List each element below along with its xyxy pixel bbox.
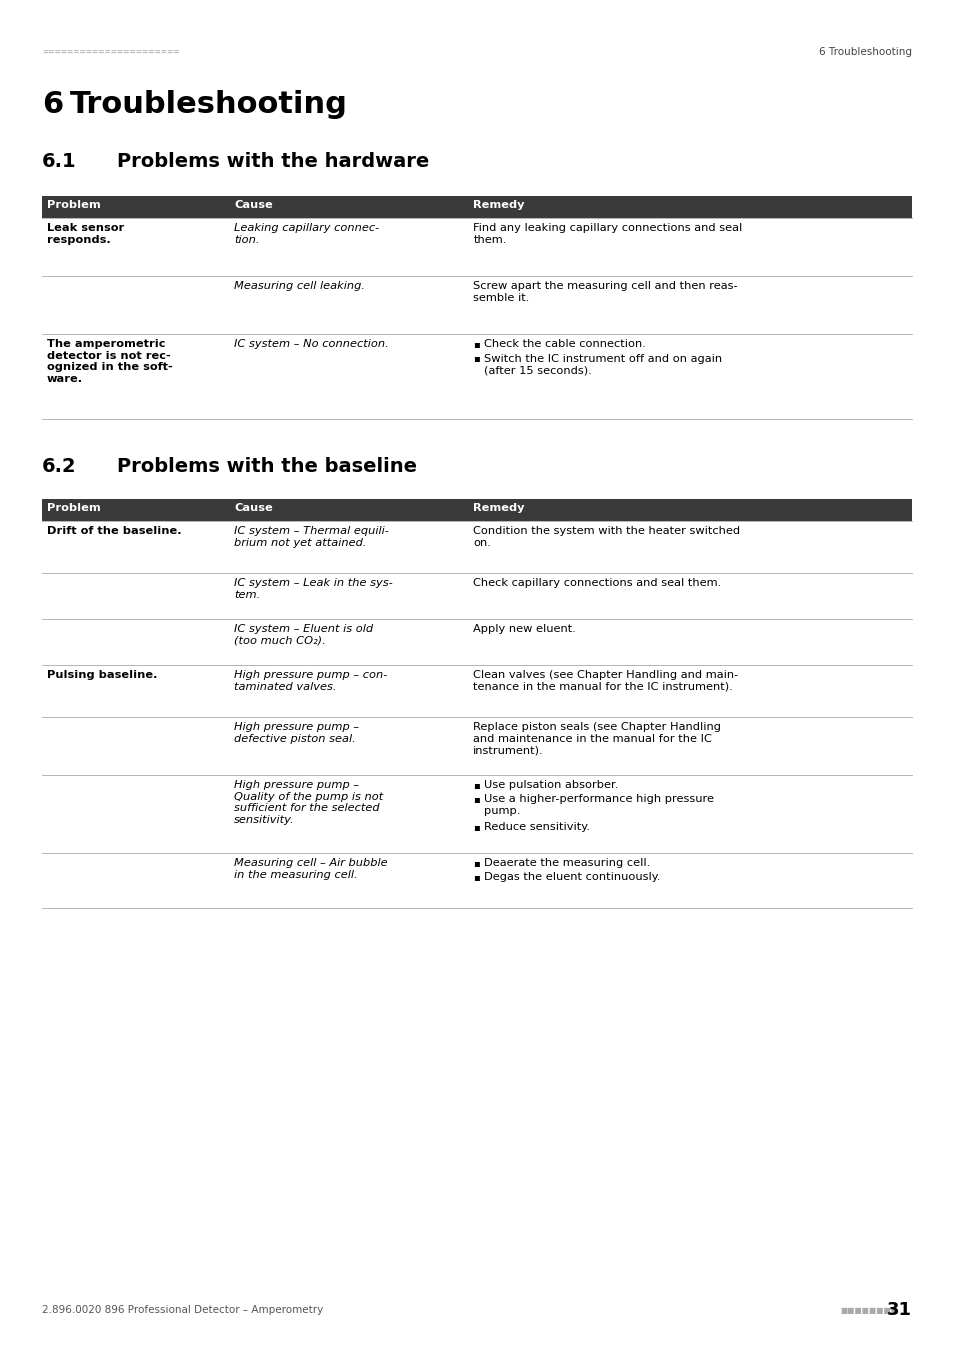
Text: ======================: ====================== — [42, 47, 179, 57]
Text: Troubleshooting: Troubleshooting — [70, 90, 348, 119]
Text: 31: 31 — [886, 1301, 911, 1319]
Text: Use pulsation absorber.: Use pulsation absorber. — [484, 780, 618, 790]
Text: IC system – Leak in the sys-
tem.: IC system – Leak in the sys- tem. — [233, 578, 393, 599]
Text: Drift of the baseline.: Drift of the baseline. — [47, 526, 181, 536]
Text: Deaerate the measuring cell.: Deaerate the measuring cell. — [484, 859, 650, 868]
Text: High pressure pump –
Quality of the pump is not
sufficient for the selected
sens: High pressure pump – Quality of the pump… — [233, 780, 383, 825]
Text: IC system – Eluent is old
(too much CO₂).: IC system – Eluent is old (too much CO₂)… — [233, 624, 373, 645]
Text: Problem: Problem — [47, 200, 101, 211]
Text: Remedy: Remedy — [473, 504, 524, 513]
Text: Leaking capillary connec-
tion.: Leaking capillary connec- tion. — [233, 223, 379, 244]
Text: ▪: ▪ — [473, 795, 479, 805]
Bar — [42, 500, 911, 521]
Text: Check the cable connection.: Check the cable connection. — [484, 339, 645, 350]
Text: Condition the system with the heater switched
on.: Condition the system with the heater swi… — [473, 526, 740, 548]
Text: 2.896.0020 896 Professional Detector – Amperometry: 2.896.0020 896 Professional Detector – A… — [42, 1305, 323, 1315]
Text: High pressure pump –
defective piston seal.: High pressure pump – defective piston se… — [233, 722, 358, 744]
Text: ▪: ▪ — [473, 780, 479, 790]
Text: 6.1: 6.1 — [42, 153, 76, 171]
Text: ▪: ▪ — [473, 872, 479, 883]
Text: IC system – Thermal equili-
brium not yet attained.: IC system – Thermal equili- brium not ye… — [233, 526, 389, 548]
Text: Check capillary connections and seal them.: Check capillary connections and seal the… — [473, 578, 720, 589]
Text: Remedy: Remedy — [473, 200, 524, 211]
Text: Problem: Problem — [47, 504, 101, 513]
Text: Pulsing baseline.: Pulsing baseline. — [47, 670, 157, 680]
Text: The amperometric
detector is not rec-
ognized in the soft-
ware.: The amperometric detector is not rec- og… — [47, 339, 172, 383]
Text: Find any leaking capillary connections and seal
them.: Find any leaking capillary connections a… — [473, 223, 741, 244]
Text: Screw apart the measuring cell and then reas-
semble it.: Screw apart the measuring cell and then … — [473, 281, 738, 302]
Text: Cause: Cause — [233, 200, 273, 211]
Text: Problems with the hardware: Problems with the hardware — [117, 153, 429, 171]
Text: ▪: ▪ — [473, 339, 479, 350]
Text: 6.2: 6.2 — [42, 458, 76, 477]
Text: IC system – No connection.: IC system – No connection. — [233, 339, 389, 350]
Text: Measuring cell – Air bubble
in the measuring cell.: Measuring cell – Air bubble in the measu… — [233, 859, 387, 880]
Text: Apply new eluent.: Apply new eluent. — [473, 624, 576, 634]
Text: ▪: ▪ — [473, 822, 479, 833]
Text: Reduce sensitivity.: Reduce sensitivity. — [484, 822, 590, 833]
Text: Use a higher-performance high pressure
pump.: Use a higher-performance high pressure p… — [484, 795, 714, 817]
Text: High pressure pump – con-
taminated valves.: High pressure pump – con- taminated valv… — [233, 670, 387, 691]
Text: Problems with the baseline: Problems with the baseline — [117, 458, 416, 477]
Text: ▪: ▪ — [473, 354, 479, 363]
Text: Leak sensor
responds.: Leak sensor responds. — [47, 223, 124, 244]
Text: 6 Troubleshooting: 6 Troubleshooting — [818, 47, 911, 57]
Text: Cause: Cause — [233, 504, 273, 513]
Text: Replace piston seals (see Chapter Handling
and maintenance in the manual for the: Replace piston seals (see Chapter Handli… — [473, 722, 720, 755]
Text: Clean valves (see Chapter Handling and main-
tenance in the manual for the IC in: Clean valves (see Chapter Handling and m… — [473, 670, 738, 691]
Text: ▪: ▪ — [473, 859, 479, 868]
Text: Measuring cell leaking.: Measuring cell leaking. — [233, 281, 365, 292]
Text: ■■■■■■■■: ■■■■■■■■ — [840, 1305, 897, 1315]
Text: Degas the eluent continuously.: Degas the eluent continuously. — [484, 872, 660, 883]
Text: 6: 6 — [42, 90, 63, 119]
Bar — [42, 196, 911, 217]
Text: Switch the IC instrument off and on again
(after 15 seconds).: Switch the IC instrument off and on agai… — [484, 354, 721, 375]
